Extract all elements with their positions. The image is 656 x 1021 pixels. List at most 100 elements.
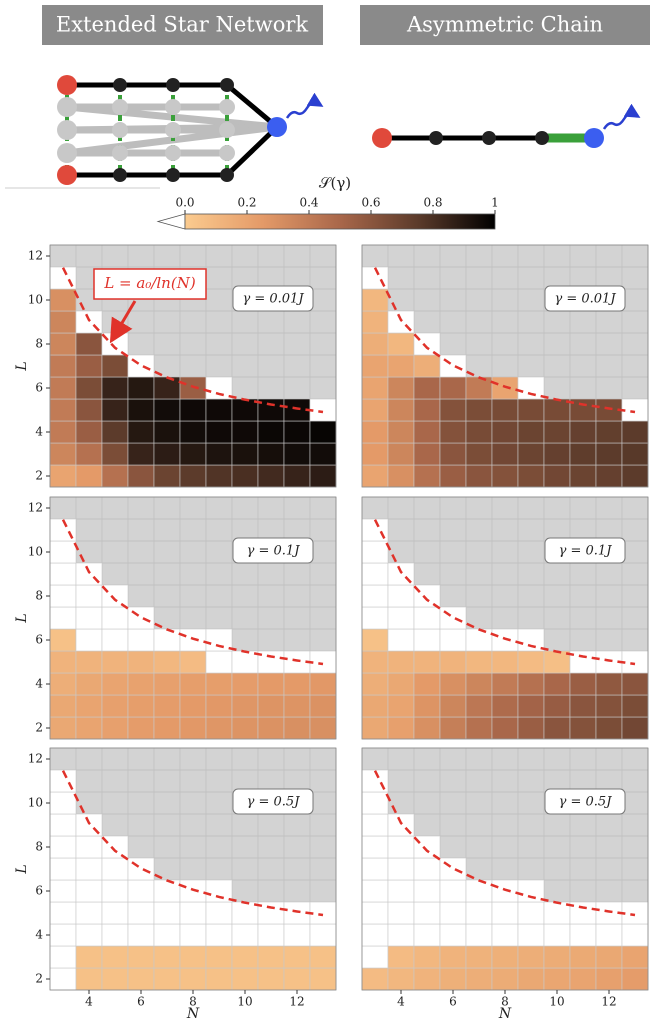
cell: [439, 376, 467, 400]
cell: [101, 376, 129, 400]
y-tick-label: 8: [35, 589, 43, 603]
cell: [257, 945, 285, 969]
cell: [387, 923, 415, 947]
cell: [257, 672, 285, 696]
x-tick-label: 10: [549, 995, 564, 1009]
cell: [517, 694, 545, 718]
cell: [153, 398, 181, 422]
cell: [49, 376, 77, 400]
cell: [621, 650, 649, 674]
colorbar-tick-label: 0.4: [299, 196, 318, 210]
cell: [621, 716, 649, 740]
cell: [205, 398, 233, 422]
cell: [257, 923, 285, 947]
cell: [465, 923, 493, 947]
annotation-box: [232, 788, 314, 815]
cell: [101, 398, 129, 422]
cell: [205, 945, 233, 969]
cell: [387, 672, 415, 696]
cell: [101, 420, 129, 444]
cell: [543, 672, 571, 696]
cell: [595, 672, 623, 696]
cell: [49, 310, 77, 334]
cell: [205, 420, 233, 444]
cell: [621, 420, 649, 444]
cell: [153, 420, 181, 444]
cell: [439, 694, 467, 718]
cell: [621, 672, 649, 696]
cell: [153, 628, 181, 652]
cell: [465, 901, 493, 925]
cell: [361, 857, 389, 881]
heatmap-panel: 2 4 6 8 10 12 4 6 8 10 12 L Nγ = 0.5J: [14, 747, 337, 1021]
cell: [153, 967, 181, 991]
y-tick-label: 2: [35, 721, 43, 735]
cell: [179, 376, 207, 400]
cell: [439, 923, 467, 947]
cell: [387, 606, 415, 630]
colorbar-label: 𝒮(γ): [319, 174, 351, 192]
cell: [517, 442, 545, 466]
cell: [439, 420, 467, 444]
cell: [101, 606, 129, 630]
header: Extended Star Network: [56, 13, 309, 37]
cell: [387, 716, 415, 740]
cell: [75, 945, 103, 969]
cell: [75, 584, 103, 608]
cell: [413, 628, 441, 652]
cell: [439, 464, 467, 488]
cell: [517, 376, 545, 400]
cell: [309, 945, 337, 969]
annotation: γ = 0.1J: [247, 544, 301, 559]
cell: [127, 442, 155, 466]
colorbar-tick-label: 0.0: [175, 196, 194, 210]
cell: [49, 464, 77, 488]
cell: [491, 650, 519, 674]
cell: [387, 945, 415, 969]
cell: [569, 716, 597, 740]
y-tick-label: 6: [35, 884, 43, 898]
cell: [361, 835, 389, 859]
cell: [387, 464, 415, 488]
heatmap-panel: γ = 0.01J: [361, 244, 649, 488]
cell: [101, 901, 129, 925]
cell: [387, 354, 415, 378]
y-tick-label: 4: [35, 677, 43, 691]
cell: [75, 672, 103, 696]
cell: [127, 694, 155, 718]
cell: [465, 376, 493, 400]
x-tick-label: 12: [289, 995, 304, 1009]
cell: [517, 464, 545, 488]
cell: [205, 923, 233, 947]
cell: [127, 672, 155, 696]
cell: [49, 879, 77, 903]
cell: [361, 288, 389, 312]
cell: [465, 967, 493, 991]
cell: [205, 694, 233, 718]
cell: [205, 376, 233, 400]
cell: [127, 945, 155, 969]
cell: [621, 923, 649, 947]
cell: [569, 967, 597, 991]
y-tick-label: 4: [35, 425, 43, 439]
x-tick-label: 4: [397, 995, 405, 1009]
cell: [465, 628, 493, 652]
cell: [309, 901, 337, 925]
cell: [387, 879, 415, 903]
cell: [101, 442, 129, 466]
cell: [465, 398, 493, 422]
cell: [491, 694, 519, 718]
cell: [387, 442, 415, 466]
y-axis-label: L: [14, 361, 30, 371]
cell: [179, 442, 207, 466]
cell: [361, 628, 389, 652]
cell: [179, 923, 207, 947]
cell: [361, 562, 389, 586]
cell: [361, 584, 389, 608]
cell: [153, 945, 181, 969]
cell: [465, 420, 493, 444]
cell: [283, 672, 311, 696]
cell: [127, 354, 155, 378]
